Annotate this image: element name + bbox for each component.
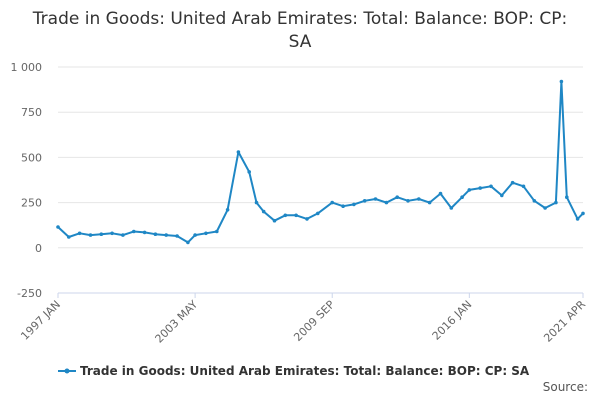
data-point[interactable]	[56, 225, 60, 229]
data-point[interactable]	[427, 200, 432, 205]
data-point[interactable]	[438, 191, 443, 196]
data-point[interactable]	[467, 188, 472, 192]
data-point[interactable]	[316, 211, 320, 216]
data-point[interactable]	[489, 184, 493, 189]
x-tick-label: 2009 SEP	[291, 298, 337, 344]
data-point[interactable]	[521, 184, 526, 189]
y-tick-label: 250	[21, 197, 42, 210]
data-point[interactable]	[175, 234, 179, 238]
data-point[interactable]	[99, 232, 104, 236]
data-point[interactable]	[186, 240, 190, 245]
data-point[interactable]	[132, 229, 136, 234]
data-point[interactable]	[478, 186, 483, 190]
legend-line-icon	[58, 368, 76, 374]
x-tick-label: 2003 MAY	[153, 298, 201, 346]
legend-label: Trade in Goods: United Arab Emirates: To…	[80, 364, 530, 378]
data-point[interactable]	[373, 197, 378, 201]
y-tick-label: 500	[21, 151, 42, 164]
data-point[interactable]	[204, 231, 208, 236]
y-tick-label: 0	[35, 242, 42, 255]
data-point[interactable]	[500, 193, 504, 198]
data-point[interactable]	[121, 233, 125, 237]
data-point[interactable]	[554, 200, 558, 205]
data-point[interactable]	[193, 233, 197, 237]
y-tick-label: 1 000	[11, 61, 43, 74]
data-point[interactable]	[406, 199, 410, 203]
y-tick-label: 750	[21, 106, 42, 119]
data-point[interactable]	[305, 217, 309, 221]
data-point[interactable]	[164, 233, 168, 237]
data-point[interactable]	[575, 217, 580, 221]
data-point[interactable]	[294, 213, 298, 218]
series-layer	[56, 79, 585, 245]
data-point[interactable]	[362, 199, 367, 203]
source-label: Source:	[542, 380, 588, 394]
data-point[interactable]	[330, 200, 335, 205]
data-point[interactable]	[261, 209, 266, 214]
x-tick-label: 2016 JAN	[430, 298, 475, 343]
data-point[interactable]	[153, 232, 158, 236]
data-point[interactable]	[581, 211, 585, 216]
data-point[interactable]	[142, 230, 147, 235]
series-line	[57, 80, 584, 244]
data-point[interactable]	[77, 231, 82, 236]
data-point[interactable]	[449, 206, 454, 210]
data-point[interactable]	[559, 79, 564, 84]
data-point[interactable]	[460, 195, 464, 199]
data-point[interactable]	[283, 213, 288, 218]
data-point[interactable]	[532, 199, 537, 203]
data-point[interactable]	[236, 150, 241, 154]
data-point[interactable]	[254, 200, 259, 205]
x-tick-label: 1997 JAN	[18, 298, 63, 343]
data-point[interactable]	[384, 200, 389, 205]
data-point[interactable]	[110, 231, 114, 236]
data-point[interactable]	[543, 206, 547, 210]
data-point[interactable]	[67, 235, 71, 239]
data-point[interactable]	[565, 195, 569, 199]
chart-title: Trade in Goods: United Arab Emirates: To…	[32, 9, 568, 52]
y-axis-ticks: -250 0 250 500 750 1 000	[11, 61, 43, 300]
x-tick-label: 2021 APR	[541, 298, 588, 345]
x-axis: 1997 JAN 2003 MAY 2009 SEP 2016 JAN 2021 APR	[18, 292, 588, 346]
data-point[interactable]	[247, 170, 251, 174]
data-point[interactable]	[341, 204, 345, 208]
data-point[interactable]	[352, 202, 356, 207]
data-point[interactable]	[215, 229, 219, 234]
data-point[interactable]	[88, 233, 93, 237]
y-tick-label: -250	[17, 287, 42, 300]
data-point[interactable]	[417, 197, 421, 201]
data-point[interactable]	[225, 208, 230, 212]
data-point[interactable]	[272, 218, 277, 223]
data-point[interactable]	[510, 180, 515, 185]
data-point[interactable]	[395, 195, 400, 199]
grid-lines	[58, 66, 583, 294]
legend[interactable]: Trade in Goods: United Arab Emirates: To…	[58, 364, 529, 378]
